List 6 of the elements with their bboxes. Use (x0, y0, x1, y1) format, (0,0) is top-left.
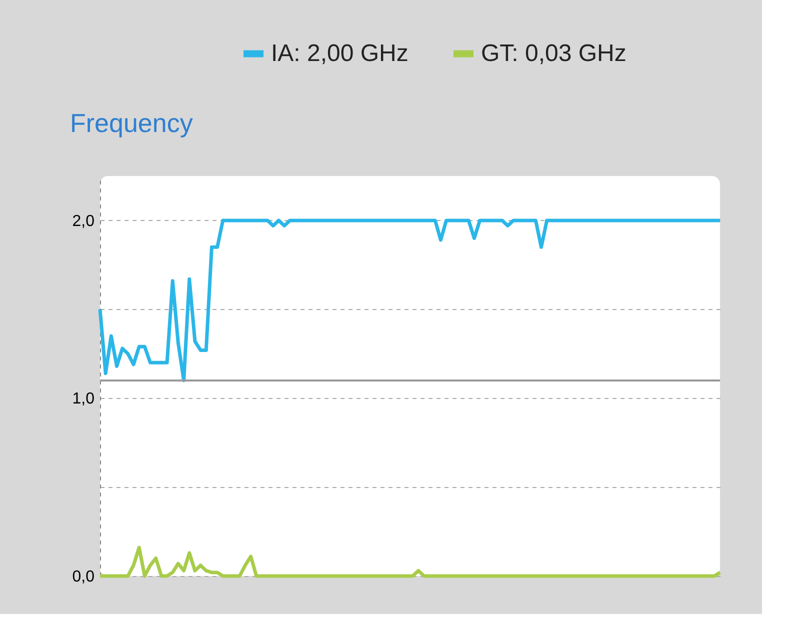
legend-label: IA: 2,00 GHz (271, 40, 408, 67)
y-tick-label: 0,0 (72, 568, 95, 586)
chart-title: Frequency (70, 108, 193, 138)
y-tick-label: 2,0 (72, 212, 95, 230)
legend-label: GT: 0,03 GHz (481, 40, 626, 67)
y-tick-label: 1,0 (72, 390, 95, 408)
